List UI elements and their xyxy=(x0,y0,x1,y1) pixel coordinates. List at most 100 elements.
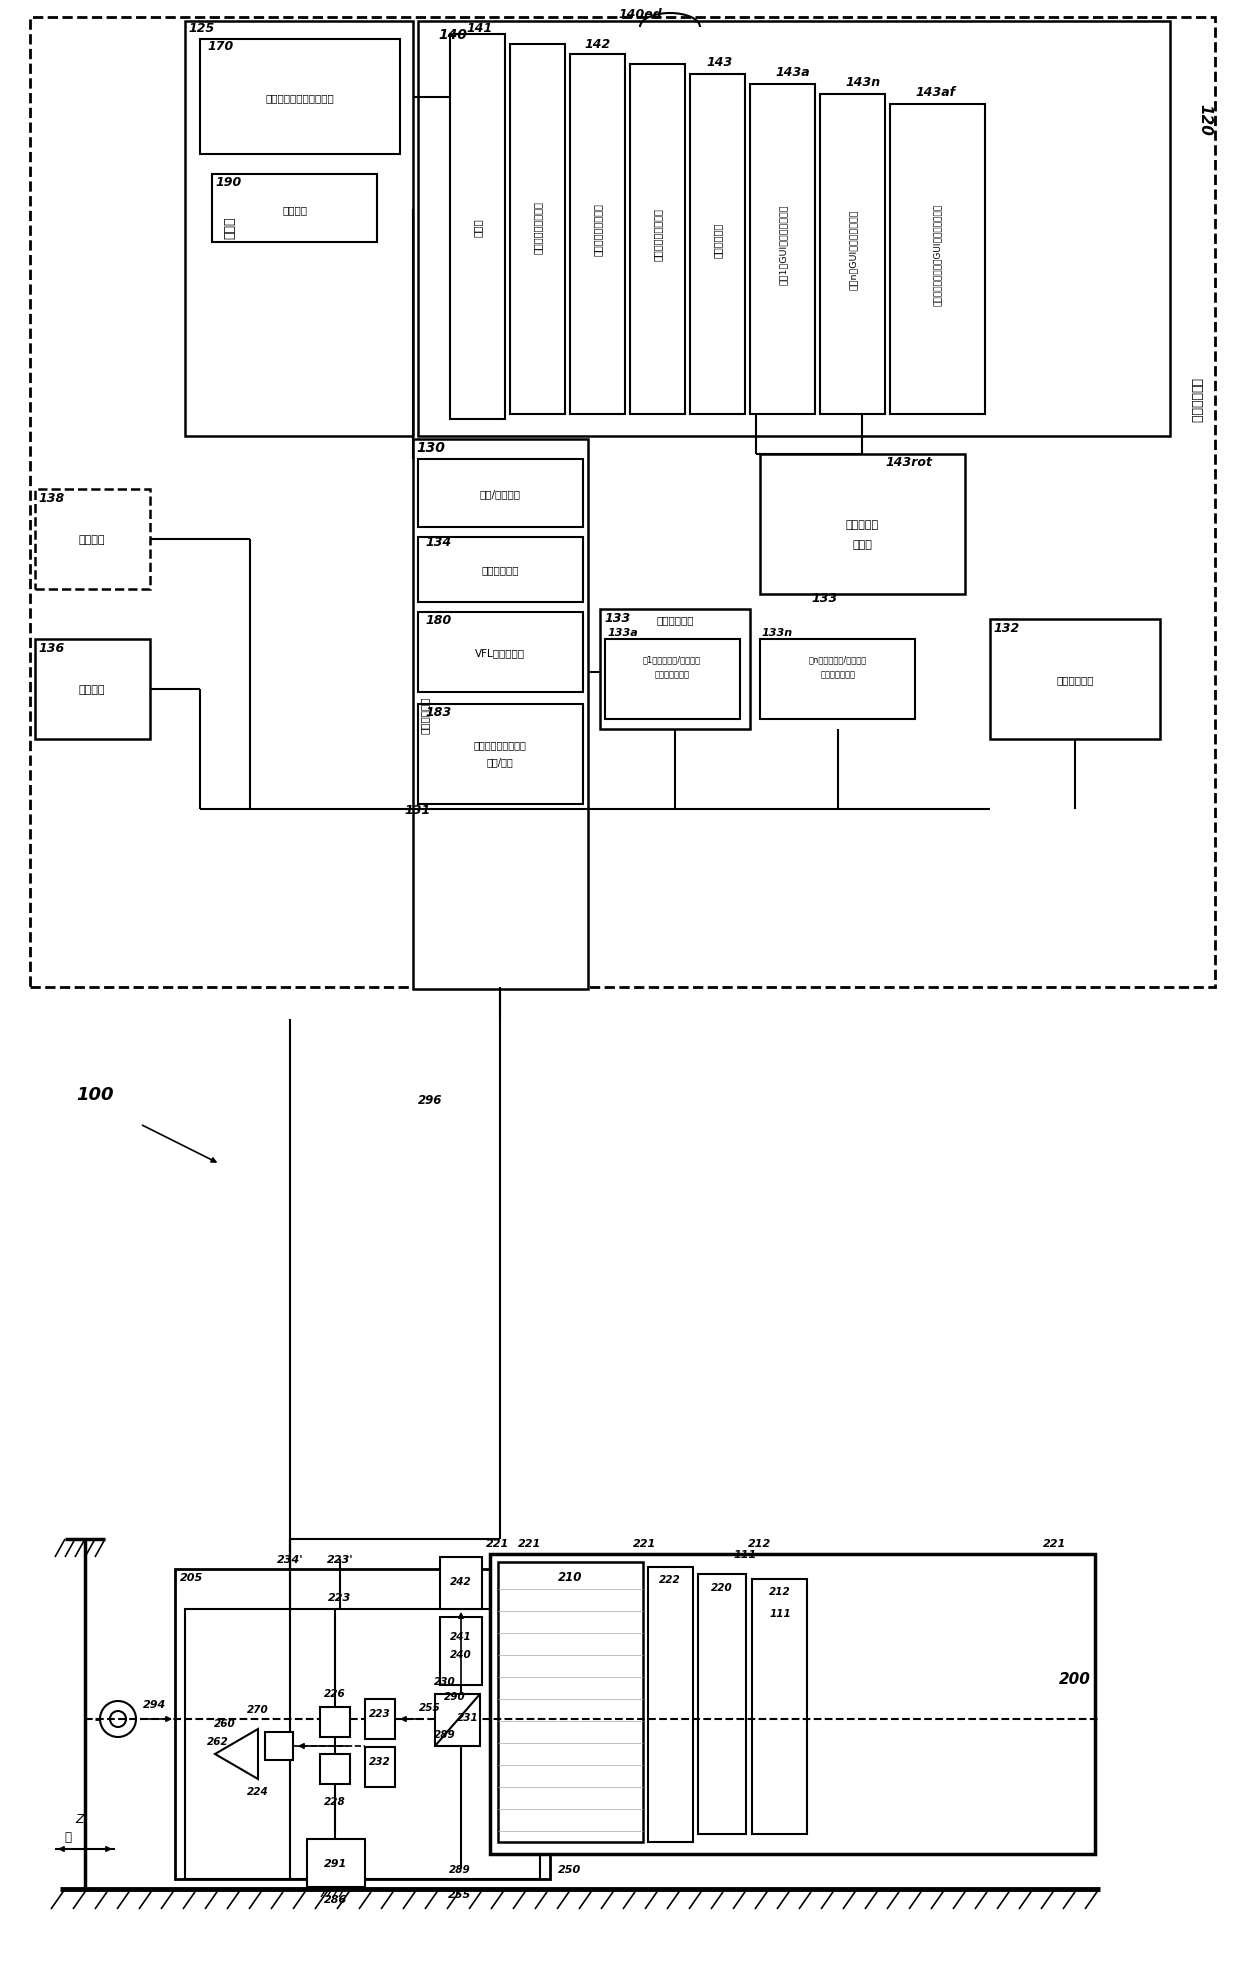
Text: 221: 221 xyxy=(486,1538,510,1548)
Text: Z: Z xyxy=(76,1812,84,1826)
Text: 260: 260 xyxy=(215,1719,236,1729)
Text: 180: 180 xyxy=(425,614,451,626)
Text: 图像文件存储器部分: 图像文件存储器部分 xyxy=(533,202,543,253)
Bar xyxy=(35,489,150,590)
Text: 133: 133 xyxy=(812,592,838,604)
Text: 221: 221 xyxy=(634,1538,657,1548)
Bar xyxy=(510,46,565,414)
Text: 功率、脉冲定时: 功率、脉冲定时 xyxy=(821,669,856,679)
Text: 输入/输出接口: 输入/输出接口 xyxy=(480,489,521,499)
Bar xyxy=(308,1839,365,1887)
Text: 120: 120 xyxy=(1198,105,1213,137)
Bar xyxy=(440,1556,482,1610)
Text: 工具1－GUI、图像处理操作: 工具1－GUI、图像处理操作 xyxy=(779,204,787,285)
Bar xyxy=(30,18,1215,988)
Bar xyxy=(320,1707,350,1736)
Text: 220: 220 xyxy=(711,1582,733,1592)
Text: 242: 242 xyxy=(450,1576,472,1586)
Text: 190: 190 xyxy=(215,176,242,188)
Text: 183: 183 xyxy=(425,705,451,719)
Text: 231: 231 xyxy=(458,1713,479,1723)
Text: 294: 294 xyxy=(144,1699,166,1709)
Text: 286: 286 xyxy=(325,1895,347,1905)
Text: 170: 170 xyxy=(207,40,233,53)
Text: 边缘检测存储器部分: 边缘检测存储器部分 xyxy=(593,204,603,255)
Text: 240: 240 xyxy=(450,1649,472,1659)
Text: 141: 141 xyxy=(467,22,494,34)
Bar xyxy=(630,65,684,414)
Text: 聚焦状态参考子系统: 聚焦状态参考子系统 xyxy=(474,741,527,750)
Bar xyxy=(649,1568,693,1841)
Text: 226: 226 xyxy=(324,1689,346,1699)
Text: 270: 270 xyxy=(247,1705,269,1715)
Bar xyxy=(418,539,583,602)
Text: 照明控制接口: 照明控制接口 xyxy=(656,614,693,624)
Text: 138: 138 xyxy=(38,491,64,505)
Text: 133a: 133a xyxy=(608,628,639,638)
Text: 232: 232 xyxy=(370,1756,391,1766)
Bar xyxy=(820,95,885,414)
Text: 143: 143 xyxy=(707,55,733,69)
Text: 212: 212 xyxy=(749,1538,771,1548)
Polygon shape xyxy=(215,1729,258,1780)
Bar xyxy=(413,440,588,990)
Text: 成像控制接口: 成像控制接口 xyxy=(420,695,430,733)
Text: 296: 296 xyxy=(418,1093,443,1107)
Bar xyxy=(265,1732,293,1760)
Bar xyxy=(760,455,965,594)
Text: 142: 142 xyxy=(585,38,611,51)
Text: 289: 289 xyxy=(449,1863,471,1873)
Text: 控制系统部分: 控制系统部分 xyxy=(1189,378,1203,422)
Text: 工件程序生成器和执行器: 工件程序生成器和执行器 xyxy=(265,93,335,103)
Text: 轴: 轴 xyxy=(64,1832,72,1843)
Text: 133n: 133n xyxy=(763,628,794,638)
Text: 电源部分: 电源部分 xyxy=(283,204,308,216)
Text: 143af: 143af xyxy=(915,85,955,99)
Text: 143a: 143a xyxy=(775,65,810,79)
Bar xyxy=(35,640,150,741)
Bar xyxy=(418,459,583,529)
Text: 241: 241 xyxy=(450,1632,472,1641)
Bar xyxy=(440,1618,482,1685)
Text: 255: 255 xyxy=(419,1703,441,1713)
Text: 234': 234' xyxy=(277,1554,304,1564)
Text: 电路/例程: 电路/例程 xyxy=(486,756,513,766)
Text: 255: 255 xyxy=(449,1889,471,1899)
Text: 130: 130 xyxy=(415,442,445,455)
Text: 运动控制接口: 运动控制接口 xyxy=(1056,675,1094,685)
Text: 发生器: 发生器 xyxy=(852,541,872,550)
Bar xyxy=(490,1554,1095,1853)
Text: 100: 100 xyxy=(76,1085,114,1103)
Text: 140ed: 140ed xyxy=(618,8,662,22)
Text: 221: 221 xyxy=(1043,1538,1066,1548)
Bar xyxy=(750,85,815,414)
Text: 143rot: 143rot xyxy=(885,455,932,467)
Bar xyxy=(600,610,750,731)
Bar xyxy=(890,105,985,414)
Text: 291: 291 xyxy=(325,1857,347,1867)
Text: 111: 111 xyxy=(769,1608,791,1618)
Text: 134: 134 xyxy=(425,537,451,548)
Text: 111: 111 xyxy=(733,1548,756,1558)
Bar xyxy=(760,640,915,719)
Bar xyxy=(185,22,413,438)
Bar xyxy=(175,1570,551,1879)
Text: 212: 212 xyxy=(769,1586,791,1596)
Text: 视频工具部分: 视频工具部分 xyxy=(713,222,723,257)
Text: 221: 221 xyxy=(518,1538,542,1548)
Text: 工件程序存储器部分: 工件程序存储器部分 xyxy=(653,208,663,261)
Text: 显示设备: 显示设备 xyxy=(79,685,105,695)
Text: 功率、脉冲定时: 功率、脉冲定时 xyxy=(655,669,689,679)
Bar xyxy=(200,40,401,154)
Text: 290: 290 xyxy=(444,1691,466,1701)
Text: 光n－选择、通/断开关、: 光n－选择、通/断开关、 xyxy=(808,655,867,663)
Bar xyxy=(212,174,377,244)
Text: 250: 250 xyxy=(558,1863,582,1873)
Bar xyxy=(418,22,1171,438)
Text: 光1－选择、通/断开关、: 光1－选择、通/断开关、 xyxy=(642,655,701,663)
Bar xyxy=(570,55,625,414)
Bar xyxy=(751,1580,807,1833)
Bar xyxy=(698,1574,746,1833)
Bar xyxy=(689,75,745,414)
Bar xyxy=(990,620,1159,741)
